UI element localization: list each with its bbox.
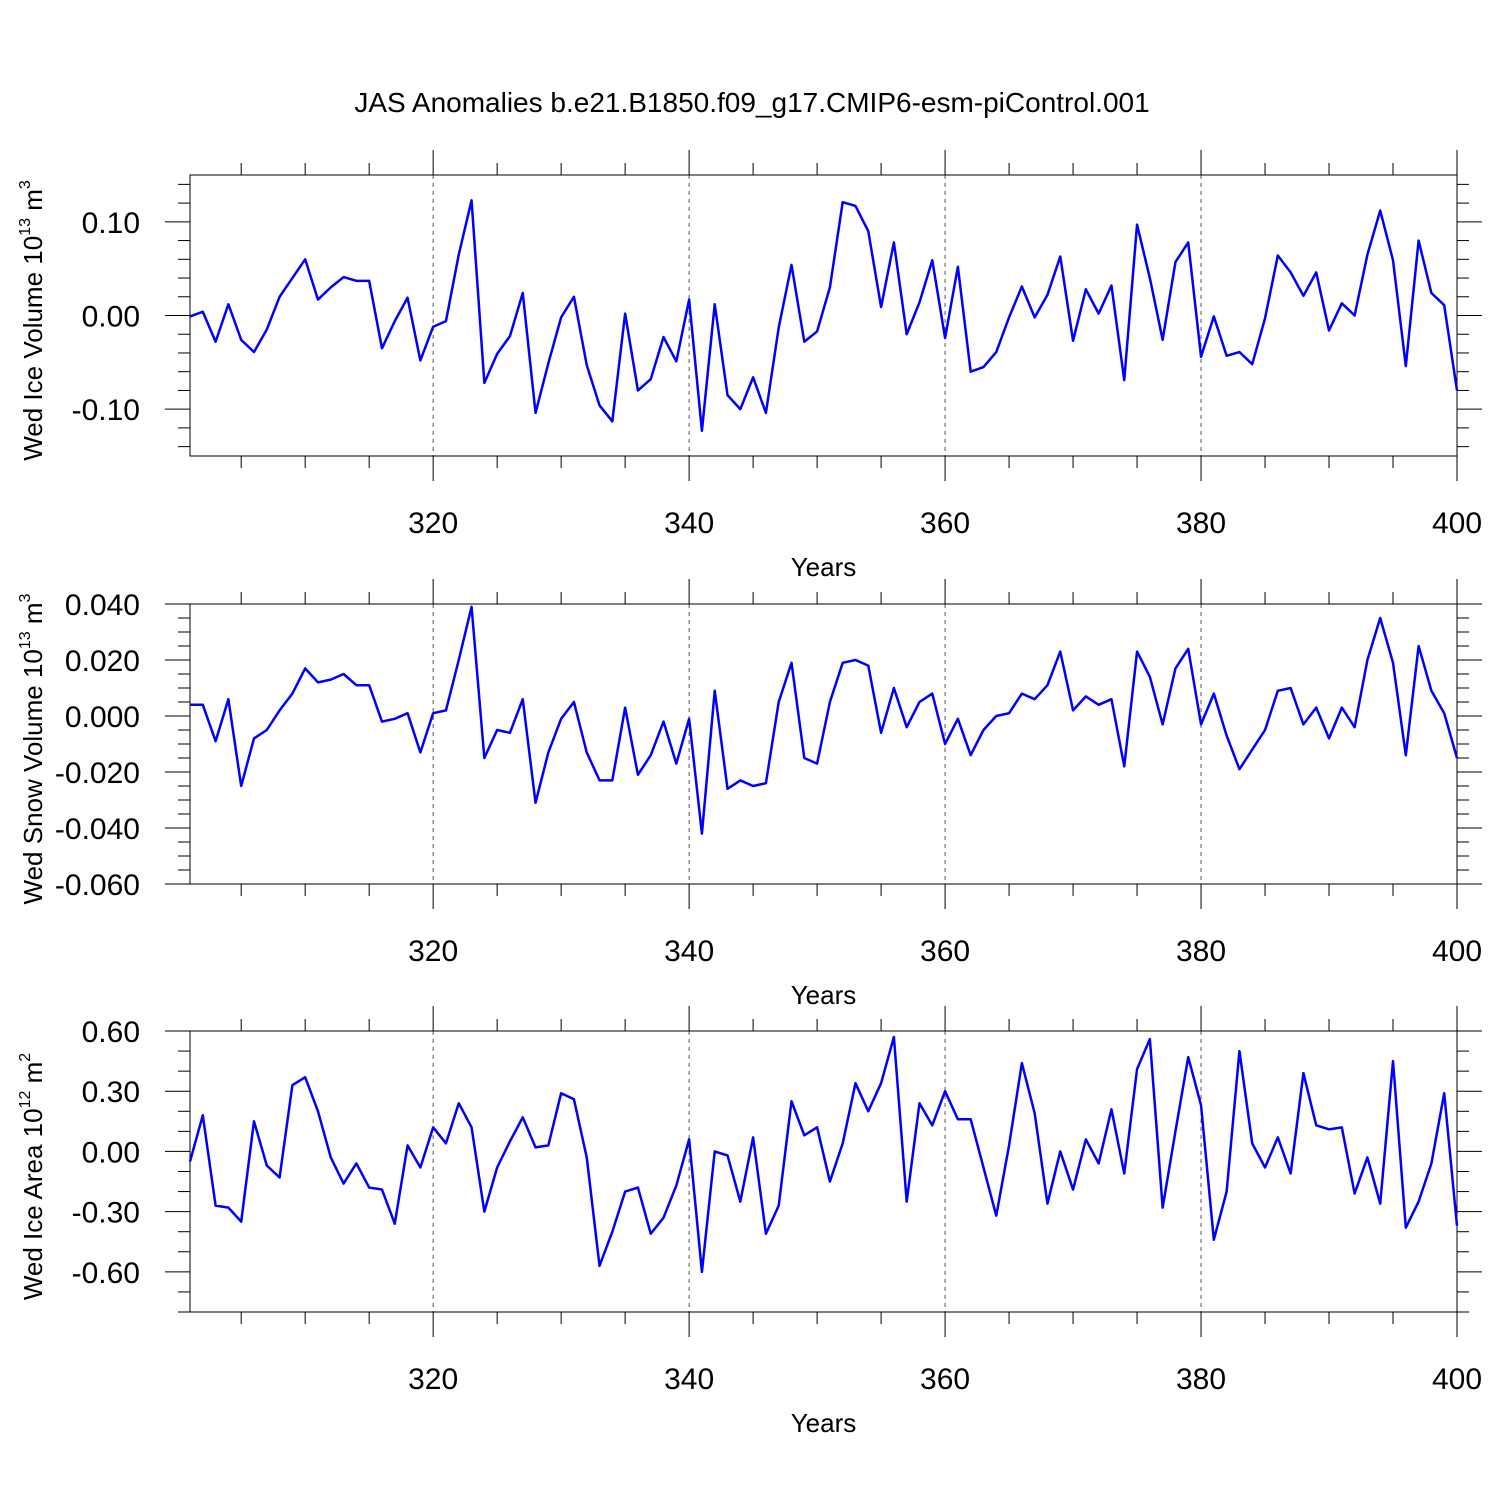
y-tick-label: 0.10 <box>82 207 140 240</box>
x-tick-label: 320 <box>408 935 458 968</box>
x-axis-label: Years <box>791 1408 857 1438</box>
y-tick-label: -0.060 <box>55 869 140 902</box>
y-axis-label-unit: m <box>18 189 48 218</box>
plot-frame <box>189 603 1458 885</box>
y-axis-label-unit-exponent: 3 <box>17 180 34 189</box>
x-tick-label: 380 <box>1176 1363 1226 1396</box>
y-axis-label-unit-exponent: 2 <box>17 1053 34 1062</box>
plot-frame <box>189 1030 1458 1313</box>
y-tick-label: -0.040 <box>55 813 140 846</box>
x-tick-label: 380 <box>1176 935 1226 968</box>
panel: 320 340 360 380 400 -0.60 -0.30 0.00 0.30 0.60 Yea… <box>17 1006 1482 1438</box>
data-line <box>188 1035 1459 1274</box>
y-axis-label-unit-exponent: 3 <box>17 593 34 602</box>
y-tick-label: -0.60 <box>72 1257 140 1290</box>
x-tick-label: 380 <box>1176 507 1226 540</box>
x-tick-label: 340 <box>664 935 714 968</box>
x-tick-label: 400 <box>1432 935 1482 968</box>
y-tick-label: 0.00 <box>82 301 140 334</box>
panel: 320 340 360 380 400 -0.10 0.00 0.10 Years Wed Ice… <box>17 150 1482 582</box>
plot-frame <box>189 174 1458 457</box>
x-tick-label: 340 <box>664 1363 714 1396</box>
y-axis-label: Wed Snow Volume 1013 m3 <box>17 593 48 904</box>
y-tick-label: 0.60 <box>82 1016 140 1049</box>
y-tick-label: 0.040 <box>65 589 140 622</box>
y-tick-label: -0.30 <box>72 1197 140 1230</box>
x-tick-label: 400 <box>1432 1363 1482 1396</box>
y-axis-label-text: Wed Ice Volume 10 <box>18 236 48 461</box>
x-tick-label: 320 <box>408 1363 458 1396</box>
y-axis-label-exponent: 12 <box>17 1091 34 1109</box>
figure-title: JAS Anomalies b.e21.B1850.f09_g17.CMIP6-… <box>354 87 1149 118</box>
x-tick-label: 400 <box>1432 507 1482 540</box>
y-tick-label: 0.30 <box>82 1076 140 1109</box>
y-axis-label-text: Wed Snow Volume 10 <box>18 649 48 904</box>
x-axis-label: Years <box>791 552 857 582</box>
x-tick-label: 340 <box>664 507 714 540</box>
y-axis-label-exponent: 13 <box>17 218 34 236</box>
y-tick-label: -0.10 <box>72 394 140 427</box>
y-axis-label-unit: m <box>18 602 48 631</box>
y-tick-label: 0.00 <box>82 1136 140 1169</box>
x-axis-label: Years <box>791 980 857 1010</box>
panel: 320 340 360 380 400 -0.060 -0.040 -0.020 0.000 0.… <box>17 579 1482 1010</box>
y-tick-label: 0.020 <box>65 645 140 678</box>
x-tick-label: 320 <box>408 507 458 540</box>
y-tick-label: 0.000 <box>65 701 140 734</box>
x-tick-label: 360 <box>920 935 970 968</box>
y-axis-label: Wed Ice Area 1012 m2 <box>17 1053 48 1300</box>
y-axis-label: Wed Ice Volume 1013 m3 <box>17 180 48 461</box>
data-line <box>189 199 1459 432</box>
x-tick-label: 360 <box>920 1363 970 1396</box>
y-axis-label-text: Wed Ice Area 10 <box>18 1108 48 1300</box>
y-axis-label-unit: m <box>18 1062 48 1091</box>
y-tick-label: -0.020 <box>55 757 140 790</box>
y-axis-label-exponent: 13 <box>17 631 34 649</box>
x-tick-label: 360 <box>920 507 970 540</box>
data-line <box>190 605 1459 835</box>
